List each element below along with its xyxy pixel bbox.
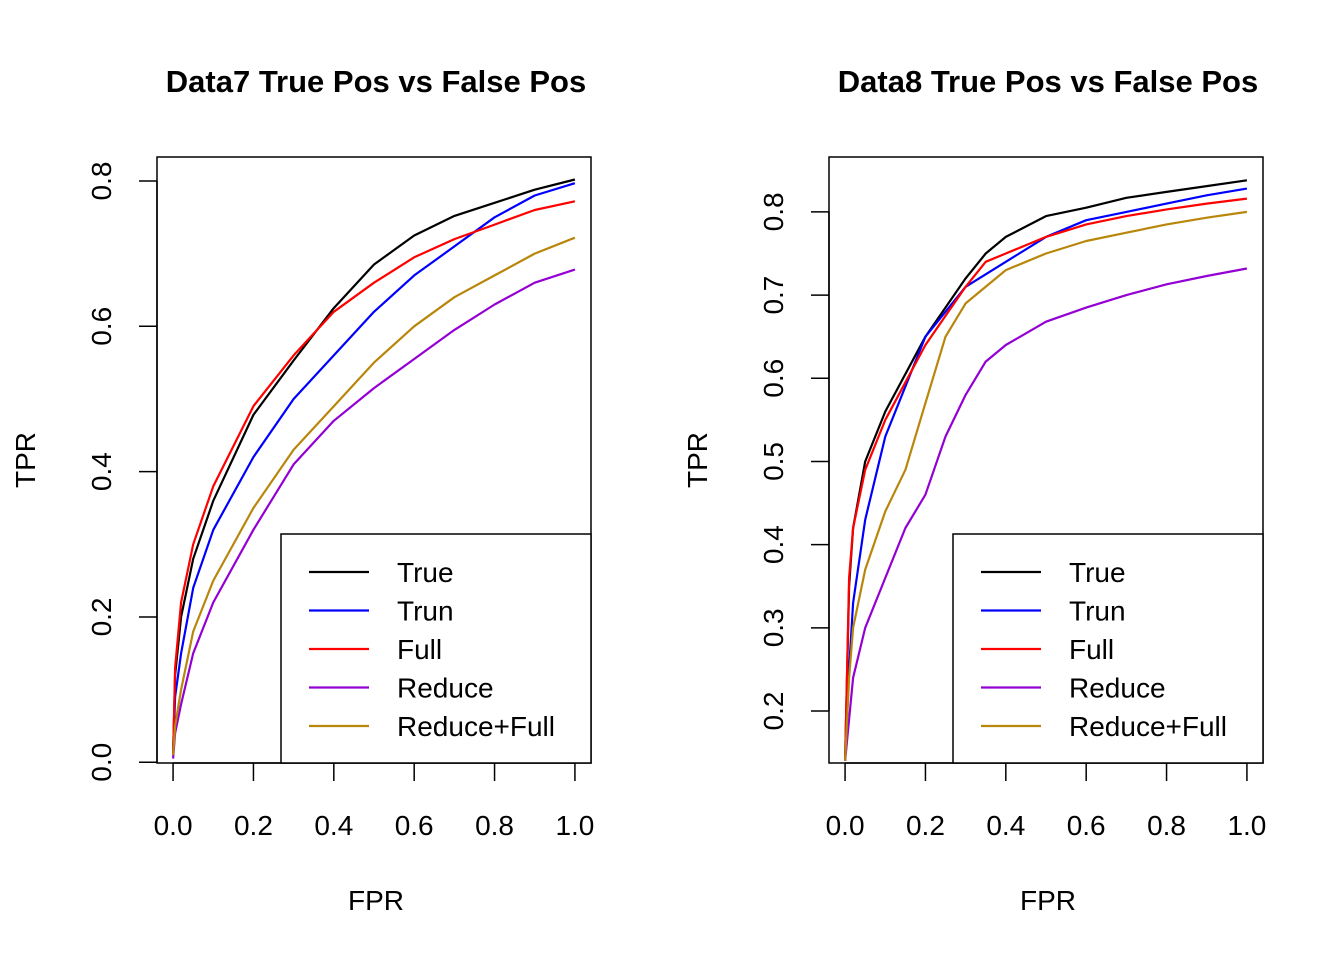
legend-label: Reduce [1069, 673, 1166, 704]
y-axis-label: TPR [10, 432, 41, 488]
series-line-trun [844, 187, 1248, 761]
legend-label: Reduce+Full [397, 711, 555, 742]
legend-label: True [397, 557, 454, 588]
x-tick-label: 1.0 [555, 810, 594, 841]
chart-title: Data7 True Pos vs False Pos [166, 64, 586, 99]
x-axis-label: FPR [348, 885, 404, 916]
y-tick-label: 0.2 [86, 597, 117, 636]
x-axis-label: FPR [1020, 885, 1076, 916]
x-tick-label: 1.0 [1227, 810, 1266, 841]
x-tick-label: 0.4 [986, 810, 1025, 841]
legend-label: Trun [1069, 596, 1126, 627]
chart-title: Data8 True Pos vs False Pos [838, 64, 1258, 99]
series-line-reduce [172, 268, 576, 759]
x-tick-label: 0.8 [1147, 810, 1186, 841]
y-tick-label: 0.3 [758, 608, 789, 647]
x-tick-label: 0.6 [395, 810, 434, 841]
y-tick-label: 0.6 [86, 307, 117, 346]
legend: True Trun Full Reduce Reduce+Full [280, 533, 592, 764]
panel-2: Data8 True Pos vs False Pos 0.0 0.2 0.4 0.6 0… [682, 64, 1266, 916]
y-axis-label: TPR [682, 432, 713, 488]
x-tick-label: 0.4 [314, 810, 353, 841]
x-tick-label: 0.6 [1067, 810, 1106, 841]
y-tick-label: 0.5 [758, 442, 789, 481]
y-tick-label: 0.6 [758, 359, 789, 398]
x-tick-label: 0.2 [906, 810, 945, 841]
y-tick-label: 0.8 [86, 162, 117, 201]
y-tick-label: 0.7 [758, 276, 789, 315]
series-line-reduce-full [844, 210, 1248, 761]
series-line-full [172, 200, 576, 756]
x-tick-label: 0.0 [154, 810, 193, 841]
panel-1: Data7 True Pos vs False Pos 0.0 0.2 0.4 0.6 0… [10, 64, 594, 916]
y-tick-label: 0.4 [86, 452, 117, 491]
y-tick-label: 0.0 [86, 743, 117, 782]
x-tick-label: 0.2 [234, 810, 273, 841]
legend-label: Full [397, 634, 442, 665]
series-line-reduce-full [172, 236, 576, 756]
x-tick-label: 0.0 [826, 810, 865, 841]
y-tick-label: 0.4 [758, 525, 789, 564]
legend-label: Full [1069, 634, 1114, 665]
x-tick-label: 0.8 [475, 810, 514, 841]
series-line-trun [172, 182, 576, 756]
legend-label: Reduce+Full [1069, 711, 1227, 742]
y-tick-label: 0.8 [758, 192, 789, 231]
legend: True Trun Full Reduce Reduce+Full [952, 533, 1264, 764]
legend-label: Trun [397, 596, 454, 627]
series-line-full [844, 197, 1248, 761]
series-line-reduce [844, 267, 1248, 762]
y-tick-label: 0.2 [758, 692, 789, 731]
legend-label: True [1069, 557, 1126, 588]
legend-label: Reduce [397, 673, 494, 704]
